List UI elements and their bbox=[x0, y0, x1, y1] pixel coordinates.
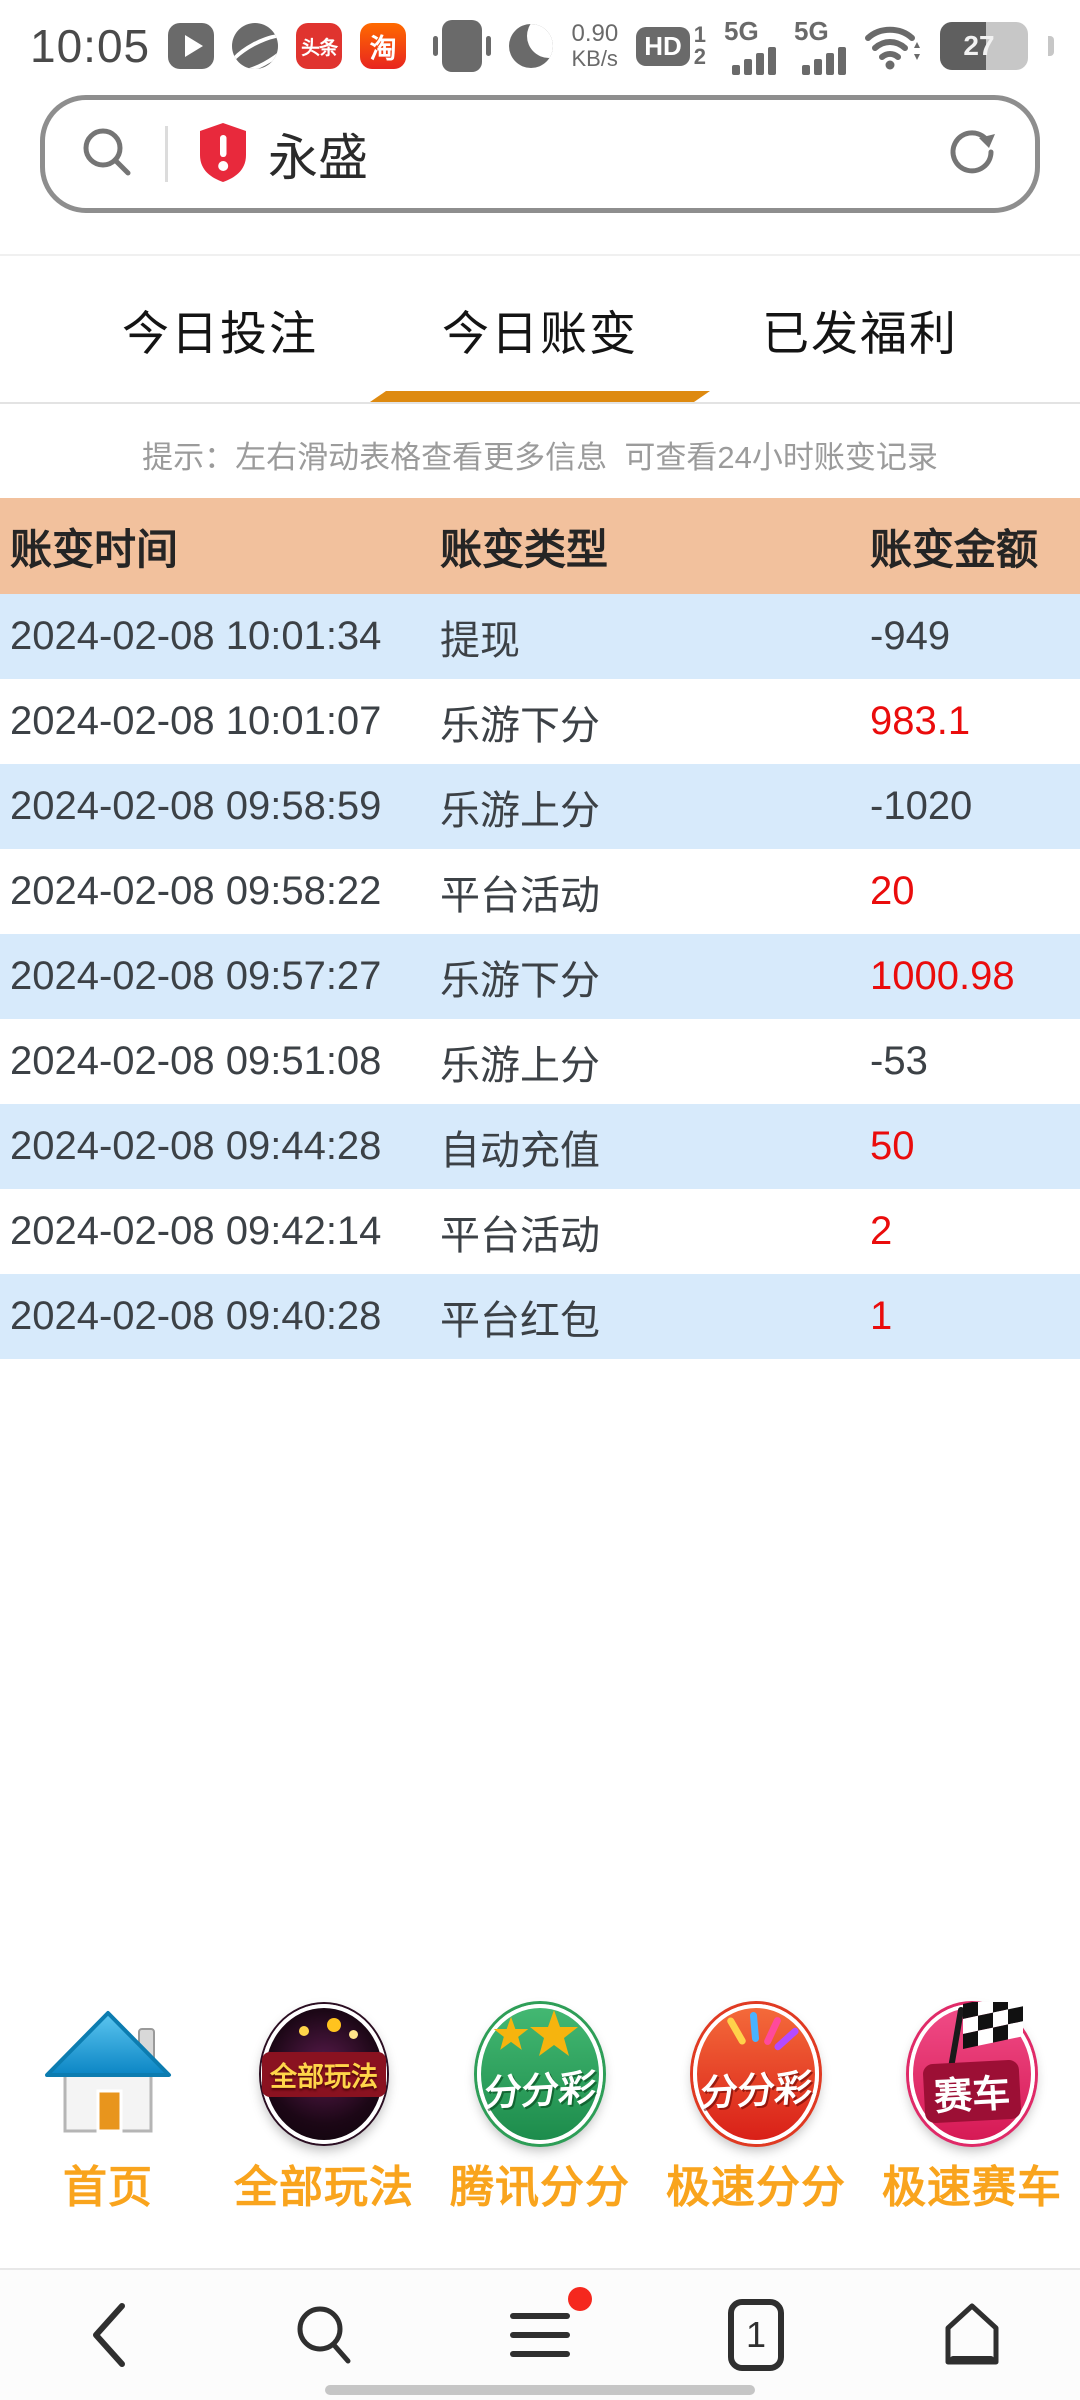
tencent-ffc-badge-text: 分分彩 bbox=[482, 2067, 598, 2114]
row-time: 2024-02-08 09:57:27 bbox=[10, 954, 382, 998]
all-games-icon: 全部玩法 bbox=[249, 2004, 399, 2144]
browser-address-bar[interactable]: 永盛 bbox=[40, 95, 1040, 213]
row-time: 2024-02-08 09:40:28 bbox=[10, 1294, 382, 1338]
table-row: 2024-02-08 09:44:28 自动充值 50 bbox=[0, 1104, 1080, 1189]
table-row: 2024-02-08 09:51:08 乐游上分 -53 bbox=[0, 1019, 1080, 1104]
row-type: 乐游下分 bbox=[440, 703, 600, 748]
row-time: 2024-02-08 09:58:59 bbox=[10, 784, 382, 828]
row-amount: -949 bbox=[870, 614, 951, 658]
row-amount: 50 bbox=[870, 1124, 915, 1168]
row-type: 平台活动 bbox=[440, 873, 600, 918]
table-row: 2024-02-08 09:42:14 平台活动 2 bbox=[0, 1189, 1080, 1274]
table-row: 2024-02-08 09:40:28 平台红包 1 bbox=[0, 1274, 1080, 1359]
row-type: 提现 bbox=[440, 618, 520, 663]
column-header-time: 账变时间 bbox=[10, 525, 179, 573]
row-time: 2024-02-08 10:01:07 bbox=[10, 699, 382, 743]
sim2-signal-icon: 5G bbox=[794, 18, 846, 75]
tab-bar: 今日投注 今日账变 已发福利 bbox=[0, 254, 1080, 404]
notification-dot bbox=[568, 2287, 592, 2311]
row-amount: 2 bbox=[870, 1209, 893, 1253]
network-speed: 0.90 KB/s bbox=[571, 20, 619, 71]
home-icon bbox=[33, 2005, 183, 2143]
speed-racing-icon: 赛车 bbox=[897, 2002, 1047, 2144]
search-button[interactable] bbox=[216, 2270, 432, 2400]
search-icon bbox=[79, 124, 135, 185]
refresh-icon[interactable] bbox=[945, 124, 1001, 185]
row-amount: 1 bbox=[870, 1294, 893, 1338]
tab-issued-benefits[interactable]: 已发福利 bbox=[762, 306, 958, 360]
tab-today-account-changes[interactable]: 今日账变 bbox=[380, 256, 700, 402]
menu-button[interactable] bbox=[432, 2270, 648, 2400]
tabs-button[interactable]: 1 bbox=[648, 2270, 864, 2400]
row-type: 平台活动 bbox=[440, 1213, 600, 1258]
table-row: 2024-02-08 09:58:22 平台活动 20 bbox=[0, 849, 1080, 934]
sim1-signal-icon: 5G bbox=[724, 18, 776, 75]
site-security-warning-icon[interactable] bbox=[196, 121, 250, 188]
table-row: 2024-02-08 10:01:34 提现 -949 bbox=[0, 594, 1080, 679]
row-type: 乐游上分 bbox=[440, 788, 600, 833]
clock: 10:05 bbox=[30, 20, 151, 72]
home-indicator[interactable] bbox=[325, 2385, 755, 2395]
quick-nav: 首页 全部玩法 全部玩法 分分彩 腾讯分分 bbox=[0, 2002, 1080, 2215]
table-row: 2024-02-08 09:58:59 乐游上分 -1020 bbox=[0, 764, 1080, 849]
table-row: 2024-02-08 09:57:27 乐游下分 1000.98 bbox=[0, 934, 1080, 1019]
account-change-table[interactable]: 账变时间 账变类型 账变金额 2024-02-08 10:01:34 提现 -9… bbox=[0, 498, 1080, 1359]
quick-nav-speed-ffc[interactable]: 分分彩 极速分分 bbox=[648, 2004, 864, 2215]
quick-nav-label: 全部玩法 bbox=[234, 2163, 414, 2212]
browser-nav-bar: 1 bbox=[0, 2268, 1080, 2400]
video-app-notification-icon bbox=[168, 23, 215, 69]
quick-nav-label: 腾讯分分 bbox=[450, 2163, 630, 2212]
table-header: 账变时间 账变类型 账变金额 bbox=[0, 498, 1080, 594]
quick-nav-home[interactable]: 首页 bbox=[0, 2005, 216, 2215]
row-amount: 983.1 bbox=[870, 699, 971, 743]
speed-ffc-icon: 分分彩 bbox=[681, 2004, 831, 2144]
url-text[interactable]: 永盛 bbox=[268, 130, 368, 186]
tencent-ffc-icon: 分分彩 bbox=[465, 2004, 615, 2144]
row-amount: -1020 bbox=[870, 784, 973, 828]
row-time: 2024-02-08 09:58:22 bbox=[10, 869, 382, 913]
quick-nav-tencent-ffc[interactable]: 分分彩 腾讯分分 bbox=[432, 2004, 648, 2215]
quick-nav-all-games[interactable]: 全部玩法 全部玩法 bbox=[216, 2004, 432, 2215]
all-games-badge-text: 全部玩法 bbox=[262, 2051, 386, 2097]
speed-ffc-badge-text: 分分彩 bbox=[698, 2067, 814, 2114]
row-type: 平台红包 bbox=[440, 1298, 600, 1343]
quick-nav-speed-racing[interactable]: 赛车 极速赛车 bbox=[864, 2002, 1080, 2215]
taobao-app-icon: 淘 bbox=[360, 23, 407, 69]
row-type: 乐游上分 bbox=[440, 1043, 600, 1088]
quick-nav-label: 极速赛车 bbox=[882, 2163, 1062, 2212]
divider bbox=[165, 126, 168, 182]
table-row: 2024-02-08 10:01:07 乐游下分 983.1 bbox=[0, 679, 1080, 764]
row-time: 2024-02-08 09:42:14 bbox=[10, 1209, 382, 1253]
battery-nub bbox=[1048, 36, 1054, 56]
speed-racing-badge-text: 赛车 bbox=[922, 2059, 1022, 2123]
column-header-type: 账变类型 bbox=[440, 525, 609, 573]
do-not-disturb-icon bbox=[509, 24, 554, 68]
row-amount: -53 bbox=[870, 1039, 928, 1083]
row-type: 乐游下分 bbox=[440, 958, 600, 1003]
back-button[interactable] bbox=[0, 2270, 216, 2400]
row-type: 自动充值 bbox=[440, 1128, 600, 1173]
quick-nav-label: 首页 bbox=[63, 2163, 153, 2212]
quick-nav-label: 极速分分 bbox=[666, 2163, 846, 2212]
vibrate-mode-icon bbox=[433, 20, 492, 72]
wifi-icon bbox=[864, 22, 922, 70]
column-header-amount: 账变金额 bbox=[870, 525, 1039, 573]
browser-home-button[interactable] bbox=[864, 2270, 1080, 2400]
browser-notification-icon bbox=[232, 23, 279, 69]
row-time: 2024-02-08 09:51:08 bbox=[10, 1039, 382, 1083]
row-time: 2024-02-08 09:44:28 bbox=[10, 1124, 382, 1168]
row-amount: 1000.98 bbox=[870, 954, 1015, 998]
row-time: 2024-02-08 10:01:34 bbox=[10, 614, 382, 658]
swipe-hint-text: 提示：左右滑动表格查看更多信息 可查看24小时账变记录 bbox=[142, 440, 938, 475]
row-amount: 20 bbox=[870, 869, 915, 913]
table-body: 2024-02-08 10:01:34 提现 -949 2024-02-08 1… bbox=[0, 594, 1080, 1359]
battery-icon: 27 bbox=[940, 22, 1028, 70]
tab-today-bets[interactable]: 今日投注 bbox=[122, 306, 318, 360]
tab-count: 1 bbox=[745, 2314, 767, 2355]
toutiao-app-icon: 头条 bbox=[296, 23, 343, 69]
